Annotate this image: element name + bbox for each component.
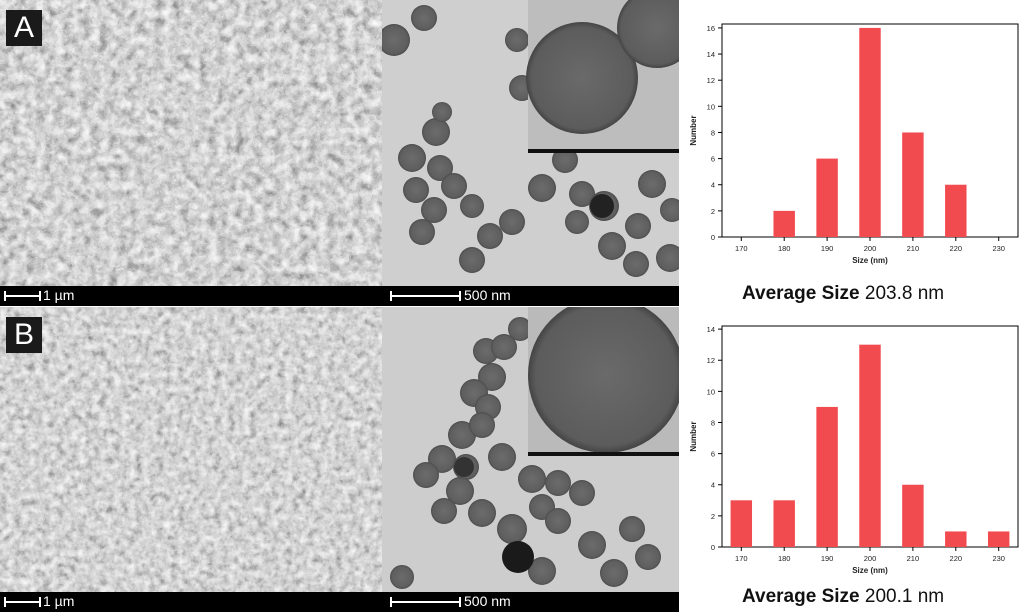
- y-axis-label-b: Number: [689, 421, 698, 451]
- tem-micrograph-a: [382, 0, 679, 286]
- bar-b-180: [773, 500, 795, 547]
- x-tick-label-a-4: 210: [907, 244, 920, 253]
- bar-b-170: [730, 500, 753, 547]
- tem-micrograph-b: [382, 307, 679, 593]
- tem-image-a: 500 nm: [382, 0, 679, 306]
- size-histogram-b: 170 180 190 200 210 220 230 0 2 4 6 8 10 12 14 Size (nm…: [689, 325, 1019, 575]
- bar-b-200: [859, 344, 881, 547]
- bar-b-220: [945, 531, 967, 547]
- bar-a-220: [945, 184, 967, 237]
- x-tick-label-a-6: 230: [992, 244, 1005, 253]
- x-tick-label-b-4: 210: [907, 554, 920, 563]
- average-size-prefix-a: Average Size: [742, 283, 860, 304]
- y-tick-label-a-3: 6: [711, 155, 715, 164]
- bar-b-190: [816, 406, 838, 547]
- sem-scale-label-b: 1 µm: [43, 593, 75, 609]
- tem-scale-label-a: 500 nm: [464, 287, 511, 303]
- average-size-value-b: 200.1 nm: [864, 586, 945, 607]
- x-tick-label-a-1: 180: [778, 244, 791, 253]
- x-axis-label-b: Size (nm): [852, 566, 888, 575]
- x-tick-label-a-0: 170: [735, 244, 748, 253]
- panel-label-b: B: [6, 317, 42, 353]
- sem-scale-label-a: 1 µm: [43, 287, 75, 303]
- tem-scale-label-b: 500 nm: [464, 593, 511, 609]
- x-tick-label-b-0: 170: [735, 554, 748, 563]
- y-tick-label-b-2: 4: [711, 481, 715, 490]
- y-tick-label-a-6: 12: [707, 76, 715, 85]
- tem-scale-bar-a: 500 nm: [382, 286, 679, 306]
- bar-a-200: [859, 27, 881, 238]
- y-tick-label-a-4: 8: [711, 128, 715, 137]
- y-tick-label-a-7: 14: [707, 50, 715, 59]
- sem-scale-bar-a: 1 µm: [0, 286, 382, 306]
- average-size-value-a: 203.8 nm: [864, 283, 945, 304]
- bar-a-190: [816, 158, 838, 237]
- bar-a-180: [773, 210, 795, 237]
- x-tick-label-b-1: 180: [778, 554, 791, 563]
- size-histogram-a: 170 180 190 200 210 220 230 0 2 4 6 8 10 12 14 16 Size (…: [689, 23, 1019, 265]
- average-size-caption-a: Average Size 203.8 nm: [742, 283, 944, 305]
- x-axis-label-a: Size (nm): [852, 256, 888, 265]
- y-tick-label-a-1: 2: [711, 207, 715, 216]
- sem-micrograph-b: [0, 307, 382, 593]
- tem-image-b: 500 nm: [382, 307, 679, 613]
- y-tick-label-b-4: 8: [711, 418, 715, 427]
- y-tick-label-b-5: 10: [707, 387, 715, 396]
- y-tick-label-a-5: 10: [707, 102, 715, 111]
- bar-b-210: [902, 484, 924, 547]
- sem-scale-bar-b: 1 µm: [0, 592, 382, 612]
- panel-label-a: A: [6, 10, 42, 46]
- y-tick-label-b-7: 14: [707, 325, 715, 334]
- bar-a-210: [902, 132, 924, 237]
- x-tick-label-a-5: 220: [950, 244, 963, 253]
- y-tick-label-b-3: 6: [711, 450, 715, 459]
- y-tick-label-b-0: 0: [711, 543, 715, 552]
- tem-scale-bar-b: 500 nm: [382, 592, 679, 612]
- sem-micrograph-a: [0, 0, 382, 286]
- x-tick-label-a-3: 200: [864, 244, 877, 253]
- bar-b-230: [987, 531, 1010, 547]
- y-tick-label-a-8: 16: [707, 24, 715, 33]
- x-tick-label-b-3: 200: [864, 554, 877, 563]
- y-tick-label-a-0: 0: [711, 233, 715, 242]
- x-tick-label-b-6: 230: [992, 554, 1005, 563]
- y-tick-label-b-1: 2: [711, 512, 715, 521]
- y-tick-label-b-6: 12: [707, 356, 715, 365]
- average-size-prefix-b: Average Size: [742, 586, 860, 607]
- average-size-caption-b: Average Size 200.1 nm: [742, 586, 944, 608]
- y-tick-label-a-2: 4: [711, 181, 715, 190]
- y-axis-label-a: Number: [689, 115, 698, 145]
- sem-image-a: A 1 µm: [0, 0, 382, 306]
- x-tick-label-b-5: 220: [950, 554, 963, 563]
- sem-image-b: B 1 µm: [0, 307, 382, 613]
- x-tick-label-a-2: 190: [821, 244, 834, 253]
- x-tick-label-b-2: 190: [821, 554, 834, 563]
